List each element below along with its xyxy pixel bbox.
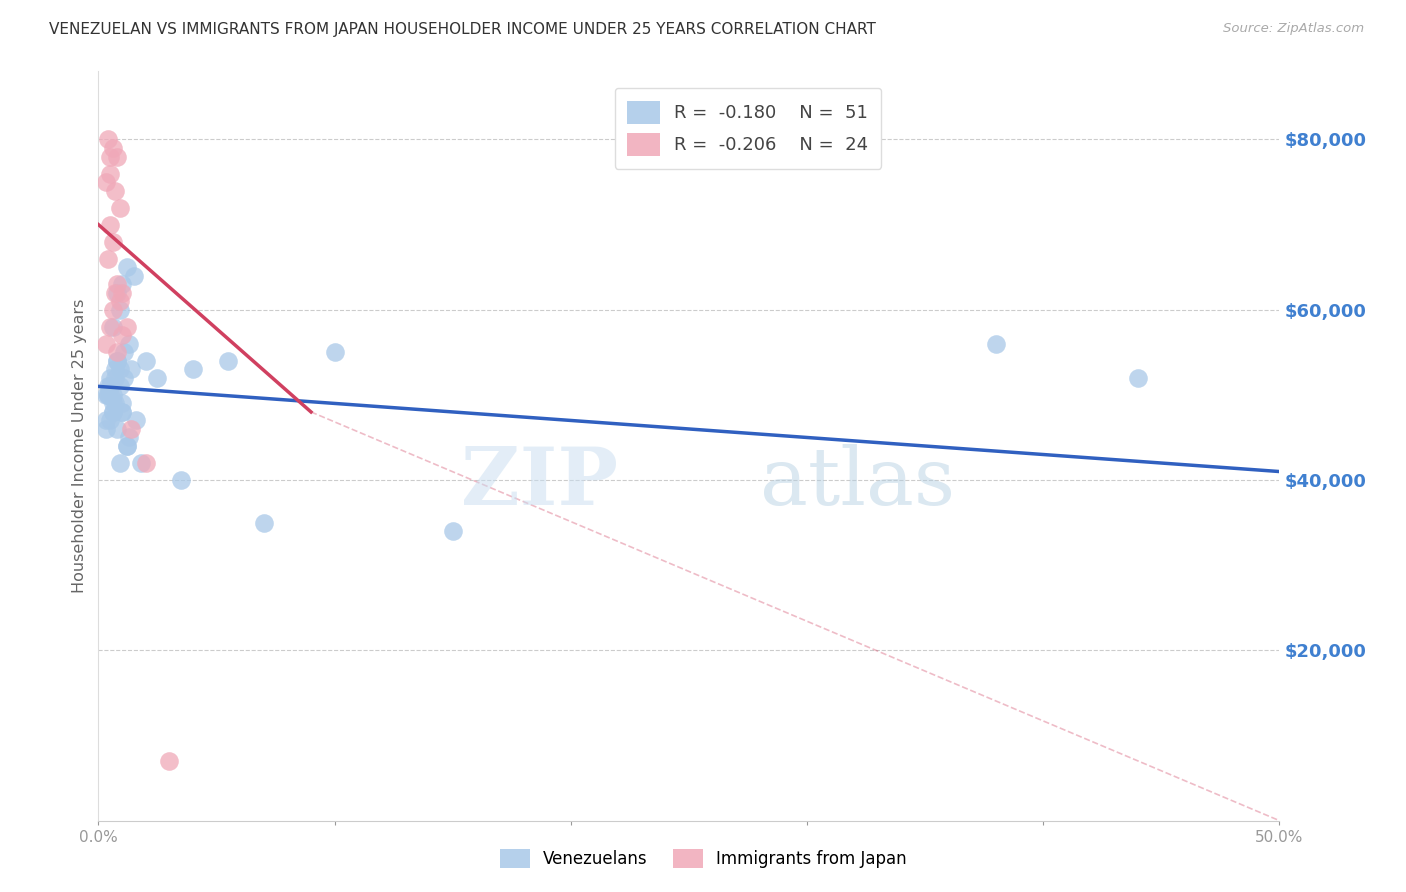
Point (108, 379, 131, 393)
Point (112, 345, 135, 359)
Point (111, 277, 134, 292)
Point (97, 388, 120, 402)
Point (115, 319, 138, 334)
Point (157, 754, 180, 768)
Point (253, 516, 276, 530)
Point (125, 413, 148, 427)
Point (115, 439, 138, 453)
Point (105, 149, 128, 163)
Y-axis label: Householder Income Under 25 years: Householder Income Under 25 years (72, 299, 87, 593)
Text: Source: ZipAtlas.com: Source: ZipAtlas.com (1223, 22, 1364, 36)
Point (104, 184, 127, 198)
Point (98, 413, 121, 427)
Point (104, 285, 127, 300)
Point (94, 175, 117, 189)
Text: ZIP: ZIP (461, 444, 619, 523)
Point (111, 405, 134, 419)
Point (101, 396, 124, 410)
Point (105, 354, 128, 368)
Point (98, 149, 121, 163)
Point (105, 277, 128, 292)
Point (101, 405, 124, 419)
Point (105, 354, 128, 368)
Point (104, 396, 127, 410)
Point (115, 260, 138, 275)
Point (98, 218, 121, 232)
Point (101, 388, 124, 402)
Point (94, 388, 117, 402)
Point (1126, 371, 1149, 385)
Point (104, 362, 127, 376)
Point (108, 201, 131, 215)
Point (105, 422, 128, 436)
Point (98, 379, 121, 393)
Point (323, 345, 346, 359)
Point (121, 362, 143, 376)
Point (441, 524, 464, 538)
Point (97, 252, 120, 266)
Legend: Venezuelans, Immigrants from Japan: Venezuelans, Immigrants from Japan (494, 842, 912, 875)
Point (98, 319, 121, 334)
Point (217, 354, 239, 368)
Point (98, 371, 121, 385)
Point (122, 268, 145, 283)
Point (181, 362, 204, 376)
Point (101, 302, 124, 317)
Point (97, 132, 120, 146)
Point (170, 473, 193, 487)
Point (135, 354, 157, 368)
Point (101, 235, 124, 249)
Point (111, 396, 134, 410)
Point (129, 456, 152, 470)
Point (101, 319, 124, 334)
Point (115, 439, 138, 453)
Point (112, 371, 135, 385)
Point (135, 456, 157, 470)
Point (98, 167, 121, 181)
Point (146, 371, 169, 385)
Point (97, 379, 120, 393)
Point (105, 285, 128, 300)
Text: VENEZUELAN VS IMMIGRANTS FROM JAPAN HOUSEHOLDER INCOME UNDER 25 YEARS CORRELATIO: VENEZUELAN VS IMMIGRANTS FROM JAPAN HOUS… (49, 22, 876, 37)
Point (105, 345, 128, 359)
Legend: R =  -0.180    N =  51, R =  -0.206    N =  24: R = -0.180 N = 51, R = -0.206 N = 24 (614, 88, 882, 169)
Point (984, 336, 1007, 351)
Point (121, 422, 143, 436)
Point (94, 336, 117, 351)
Point (94, 413, 117, 427)
Point (101, 141, 124, 155)
Point (94, 422, 117, 436)
Point (108, 302, 131, 317)
Point (104, 371, 127, 385)
Point (118, 336, 141, 351)
Text: atlas: atlas (759, 444, 955, 523)
Point (101, 405, 124, 419)
Point (108, 362, 131, 376)
Point (111, 285, 134, 300)
Point (111, 405, 134, 419)
Point (108, 456, 131, 470)
Point (111, 328, 134, 343)
Point (98, 388, 121, 402)
Point (108, 294, 131, 309)
Point (118, 430, 141, 444)
Point (97, 388, 120, 402)
